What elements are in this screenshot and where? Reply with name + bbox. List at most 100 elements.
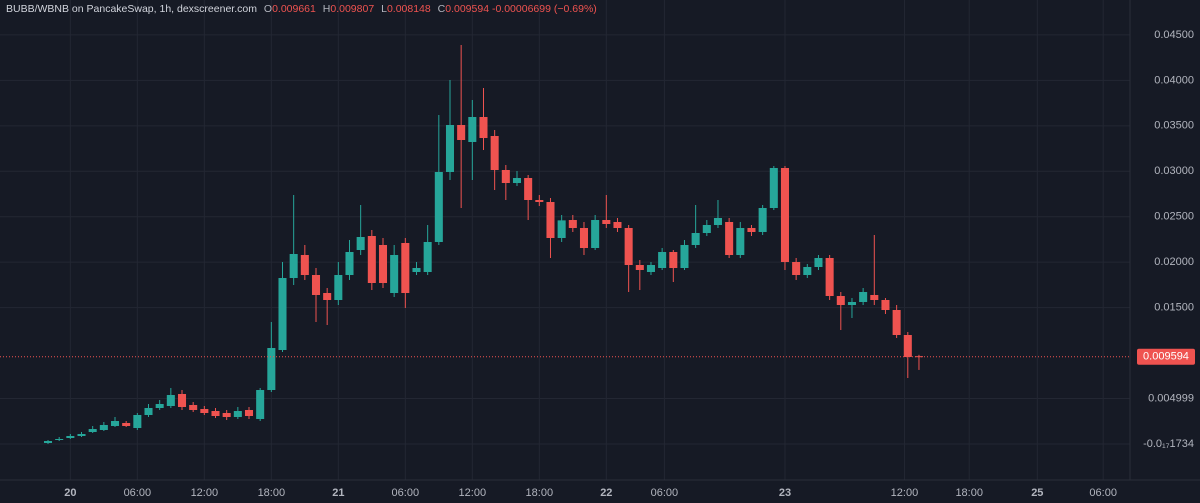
y-tick-label: 0.04000 (1154, 74, 1194, 86)
candle-body (758, 208, 767, 232)
x-tick-label: 12:00 (459, 487, 487, 499)
candle-body (445, 125, 455, 172)
x-tick-label: 18:00 (955, 487, 983, 499)
candle-body (323, 293, 332, 300)
price-label-box (1137, 348, 1195, 365)
change-pct: (−0.69%) (553, 3, 597, 15)
candle-body (702, 225, 711, 233)
candle-body (579, 228, 589, 248)
candle-body (903, 335, 912, 357)
candle-body (870, 295, 879, 300)
candle-body (725, 222, 734, 255)
candle-body (133, 415, 142, 428)
y-tick-label: 0.02000 (1154, 256, 1194, 268)
candle-body (568, 220, 577, 228)
candle-body (847, 302, 856, 305)
candle-body (669, 252, 678, 268)
candle-body (378, 245, 388, 283)
candle-body (211, 411, 220, 416)
candle-body (546, 202, 555, 238)
key: L (381, 3, 387, 15)
candle-body (557, 220, 566, 238)
candle-body (66, 436, 75, 438)
candle-body (803, 267, 812, 275)
candle-body (836, 296, 845, 305)
x-tick-label: 06:00 (651, 487, 679, 499)
low-value: 0.008148 (386, 3, 431, 15)
close-value: 0.009594 (445, 3, 490, 15)
candle-body (423, 242, 432, 272)
legend-header: BUBB/WBNB on PancakeSwap, 1h, dexscreene… (6, 3, 597, 15)
x-tick-label: 21 (332, 487, 344, 499)
candle-body (189, 405, 198, 410)
y-tick-label: -0.0₁₇1734 (1143, 438, 1194, 450)
y-tick-label: 0.04500 (1154, 29, 1194, 41)
y-tick-label: 0.01500 (1154, 302, 1194, 314)
candle-body (814, 258, 823, 267)
open-value: 0.009661 (272, 3, 316, 15)
candle-body (691, 233, 700, 245)
candle-body (624, 228, 633, 265)
candle-body (602, 220, 611, 224)
y-tick-label: 0.03500 (1154, 120, 1194, 132)
x-tick-label: 23 (779, 487, 791, 499)
candle-body (881, 300, 890, 310)
candle-body (613, 222, 622, 228)
candle-body (780, 168, 789, 262)
candle-body (55, 439, 64, 440)
x-tick-label: 12:00 (891, 487, 919, 499)
candle-body (356, 237, 365, 250)
candle-body (233, 411, 242, 417)
candle-body (468, 117, 477, 142)
candle-body (635, 265, 644, 270)
x-tick-label: 22 (600, 487, 612, 499)
candle-body (122, 423, 131, 426)
candle-body (501, 170, 510, 183)
candle-body (713, 218, 722, 225)
x-tick-label: 18:00 (258, 487, 286, 499)
candle-body (256, 390, 265, 419)
candle-body (457, 125, 466, 140)
candle-body (825, 258, 834, 296)
x-tick-label: 18:00 (526, 487, 554, 499)
candle-body (591, 220, 600, 248)
candle-body (200, 409, 209, 413)
candle-body (646, 265, 655, 272)
candle-body (110, 421, 120, 426)
candle-body (479, 117, 488, 138)
candle-body (177, 394, 187, 407)
candle-body (892, 310, 901, 335)
candle-body (334, 275, 343, 300)
candle-body (244, 410, 254, 416)
x-tick-label: 25 (1031, 487, 1043, 499)
candle-body (222, 413, 231, 417)
key: H (322, 3, 331, 15)
candle-body (155, 404, 164, 408)
candle-body (367, 236, 376, 283)
price-label: 0.009594 (1143, 351, 1189, 363)
x-tick-label: 06:00 (124, 487, 152, 499)
candle-body (512, 178, 522, 183)
candle-body (747, 228, 756, 232)
candle-body (434, 172, 443, 242)
candle-body (43, 441, 53, 443)
candle-body (769, 168, 778, 208)
candle-body (490, 136, 499, 170)
candle-body (99, 425, 108, 430)
candle-body (166, 395, 175, 406)
candle-body (88, 429, 97, 432)
candle-body (736, 228, 745, 255)
candle-body (535, 200, 544, 202)
key: O (263, 3, 273, 15)
candle-body (859, 292, 868, 302)
x-tick-label: 06:00 (1089, 487, 1117, 499)
candle-body (792, 262, 801, 275)
candle-body (680, 245, 689, 268)
x-tick-label: 06:00 (392, 487, 420, 499)
candle-body (77, 434, 86, 436)
y-tick-label: 0.03000 (1154, 165, 1194, 177)
change-value: -0.00006699 (491, 3, 551, 15)
y-tick-label: 0.004999 (1148, 392, 1194, 404)
candle-body (658, 252, 667, 268)
